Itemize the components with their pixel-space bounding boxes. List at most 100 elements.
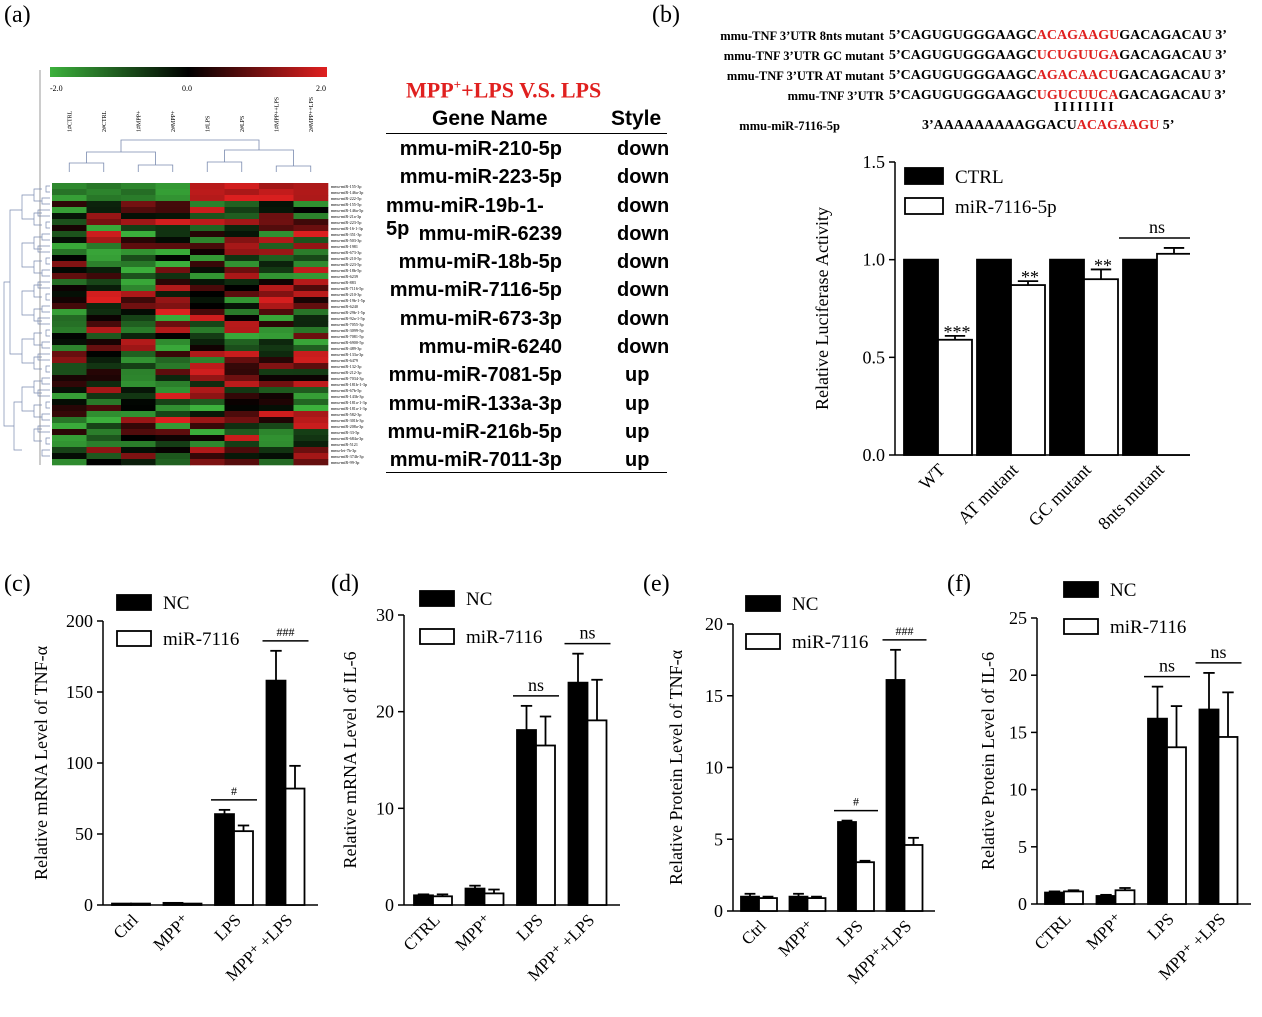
comparison-title: MPP++LPS V.S. LPS [406, 77, 602, 103]
bar-treatment [535, 744, 556, 906]
x-tick-label: MPP⁺ [774, 916, 818, 960]
row-dendrogram [3, 185, 50, 457]
sample-label: 2#CTRL [102, 110, 108, 132]
heatmap-row-label: mmu-miR-29b-1-5p [331, 310, 365, 315]
heatmap-row-label: mmu-miR-133a-3p [331, 352, 363, 357]
heatmap-row-label: mmu-miR-5121 [331, 442, 358, 447]
mirna-gene-name: mmu-miR-7116-5p [389, 279, 562, 302]
utr-sequence-label: mmu-TNF 3’UTR AT mutant [726, 69, 884, 83]
bar-treatment [181, 902, 203, 906]
legend-label: miR-7116-5p [955, 197, 1057, 218]
y-tick-label: 30 [376, 605, 394, 625]
significance-label: ns [528, 675, 544, 695]
mirna-table-row: mmu-miR-6240 down [386, 336, 670, 364]
bar-treatment [432, 895, 453, 906]
mirna-table-row: mmu-miR-223-5p down [386, 166, 669, 194]
significance-label: ns [1210, 642, 1226, 662]
heatmap-row-label: mmu-miR-7034-3p [331, 376, 364, 381]
heatmap-row-label: mmu-miR-19b-1-5p [331, 298, 365, 303]
mirna-table-row: mmu-miR-6239 down [386, 223, 670, 251]
significance-label: ** [1094, 255, 1112, 275]
heatmap-row-label: mmu-miR-489-3p [331, 346, 361, 351]
utr-sequence-label: mmu-TNF 3’UTR [787, 89, 884, 103]
legend-swatch [745, 595, 781, 612]
legend-label: NC [792, 594, 818, 615]
sample-label: 1#CTRL [67, 110, 73, 132]
heatmap-row-label: mmu-miR-143b-3p [331, 394, 364, 399]
x-tick-label: CTRL [1031, 909, 1075, 953]
x-tick-label: WT [915, 460, 949, 494]
heatmap-row-label: mmu-miR-212-3p [331, 370, 361, 375]
legend-label: CTRL [955, 167, 1004, 188]
heatmap-row-label: mmu-miR-222-5p [331, 196, 361, 201]
sample-label: 1#MPP++LPS [274, 97, 280, 132]
heatmap-row-label: mmu-miR-210-5p [331, 256, 361, 261]
chart-il6-protein: 0 5 10 15 20 25 Relative Protein Level of IL-6… [978, 580, 1251, 984]
x-tick-label: MPP⁺ [451, 910, 495, 954]
bar-control [265, 679, 287, 906]
bar-control [1049, 258, 1085, 456]
heatmap-row-label: mmu-miR-146a-5p [331, 208, 363, 213]
mirna-style: down [617, 307, 670, 330]
mirna-gene-name: mmu-miR-216b-5p [387, 420, 562, 443]
bar-control [740, 895, 760, 912]
mirna-style: up [625, 392, 650, 415]
color-scale-bar [50, 67, 327, 77]
significance-label: ### [277, 625, 295, 639]
utr-sequence-label: mmu-TNF 3’UTR GC mutant [723, 49, 884, 63]
sample-label: 2#MPP+ [171, 110, 177, 132]
mirna-style: down [617, 279, 670, 302]
bar-treatment [233, 830, 254, 906]
y-axis-label: Relative mRNA Level of TNF-α [31, 645, 51, 880]
bar-treatment [1010, 284, 1046, 456]
utr-sequence: 5’CAGUGUGGGAAGCACAGAAGUGACAGACAU 3’ [889, 28, 1227, 43]
mirna-style: up [625, 364, 650, 387]
bar-control [516, 729, 537, 906]
bar-treatment [1217, 736, 1239, 905]
table-bottom-rule [386, 472, 667, 473]
mirna-style: down [617, 194, 670, 217]
mirna-gene-name: mmu-miR-7011-3p [389, 449, 562, 472]
legend-label: miR-7116 [792, 632, 868, 653]
significance-label: # [853, 795, 859, 809]
mirna-table-body: mmu-miR-210-5p down mmu-miR-223-5p down mmu-… [386, 138, 670, 478]
heatmap-row-label: mmu-miR-146a-3p [331, 190, 363, 195]
bar-control [976, 258, 1012, 456]
y-tick-label: 0 [1018, 894, 1027, 914]
bar-treatment [758, 897, 778, 912]
heatmap-row-label: mmu-let-7b-3p [331, 448, 356, 453]
y-tick-label: 50 [75, 824, 93, 844]
significance-label: ns [1149, 217, 1165, 237]
panel-label-f: (f) [947, 571, 971, 597]
y-tick-label: 0 [84, 895, 93, 915]
mirna-gene-name: mmu-miR-210-5p [399, 138, 562, 160]
chart-tnf-mrna: 0 50 100 150 200 Relative mRNA Level of TNF-α… [31, 593, 318, 985]
bar-control [162, 901, 184, 906]
heatmap-row-label: mmu-miR-210-3p [331, 292, 361, 297]
bar-treatment [903, 844, 924, 912]
mirna-gene-name: mmu-miR-18b-5p [398, 251, 562, 274]
panel-label-c: (c) [4, 571, 31, 597]
mirna-table-row: mmu-miR-19b-1-5p down [386, 194, 670, 240]
x-tick-label: LPS [833, 916, 867, 950]
sample-label: 2#LPS [240, 116, 246, 132]
heatmap-row-label: mmu-miR-673-3p [331, 250, 361, 255]
x-tick-label: Ctrl [738, 916, 770, 948]
mirna-style: up [625, 420, 650, 443]
legend-label: NC [466, 589, 492, 610]
utr-sequence: 5’CAGUGUGGGAAGCUCUGUUGAGACAGACAU 3’ [889, 48, 1227, 63]
col-style: Style [611, 107, 662, 130]
legend-label: NC [163, 593, 189, 614]
mirna-table-row: mmu-miR-216b-5p up [386, 421, 667, 449]
bar-control [903, 258, 939, 456]
y-tick-label: 150 [66, 682, 93, 702]
heatmap-row-label: mmu-miR-223-5p [331, 262, 361, 267]
panel-label-a: (a) [4, 2, 31, 28]
heatmap-row-label: mmu-miR-132-3p [331, 364, 361, 369]
bar-treatment [483, 892, 505, 906]
bar-treatment [1156, 252, 1190, 456]
x-tick-label: MPP⁺ [149, 910, 193, 954]
bar-control [464, 887, 486, 906]
legend-swatch [116, 630, 152, 647]
heatmap-row-label: mmu-miR-99-3p [331, 460, 359, 465]
